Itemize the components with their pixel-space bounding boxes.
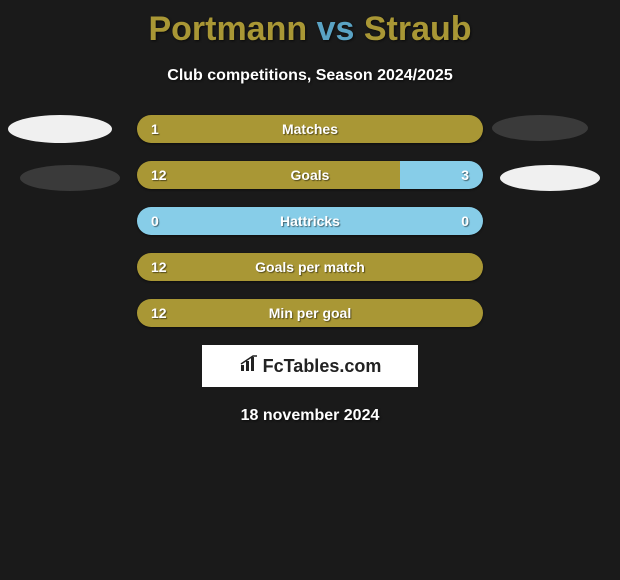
stat-right-value: 3 bbox=[461, 167, 469, 183]
bars-container: 1 Matches 12 Goals 3 0 Hattricks 0 12 Goals per m… bbox=[137, 115, 483, 327]
stat-right-value: 0 bbox=[461, 213, 469, 229]
stat-bar: 12 Min per goal bbox=[137, 299, 483, 327]
decorative-ellipse bbox=[500, 165, 600, 191]
stat-bar: 0 Hattricks 0 bbox=[137, 207, 483, 235]
subtitle: Club competitions, Season 2024/2025 bbox=[0, 67, 620, 85]
date-text: 18 november 2024 bbox=[0, 407, 620, 425]
decorative-ellipse bbox=[8, 115, 112, 143]
comparison-title: Portmann vs Straub bbox=[0, 0, 620, 49]
stat-label: Goals bbox=[291, 167, 330, 183]
stat-bar: 1 Matches bbox=[137, 115, 483, 143]
stat-bar-right bbox=[400, 161, 483, 189]
stat-bar-left bbox=[137, 161, 400, 189]
chart-icon bbox=[239, 355, 259, 378]
stat-label: Hattricks bbox=[280, 213, 340, 229]
stat-bar: 12 Goals per match bbox=[137, 253, 483, 281]
logo-text: FcTables.com bbox=[263, 356, 382, 377]
stat-bar: 12 Goals 3 bbox=[137, 161, 483, 189]
stat-label: Min per goal bbox=[269, 305, 351, 321]
stat-left-value: 12 bbox=[151, 259, 167, 275]
stat-label: Goals per match bbox=[255, 259, 365, 275]
player1-name: Portmann bbox=[148, 10, 307, 48]
stat-label: Matches bbox=[282, 121, 338, 137]
stat-left-value: 12 bbox=[151, 167, 167, 183]
chart-area: 1 Matches 12 Goals 3 0 Hattricks 0 12 Goals per m… bbox=[0, 115, 620, 327]
decorative-ellipse bbox=[492, 115, 588, 141]
decorative-ellipse bbox=[20, 165, 120, 191]
logo: FcTables.com bbox=[239, 355, 382, 378]
stat-left-value: 1 bbox=[151, 121, 159, 137]
vs-text: vs bbox=[317, 10, 355, 48]
stat-left-value: 12 bbox=[151, 305, 167, 321]
player2-name: Straub bbox=[364, 10, 472, 48]
logo-box: FcTables.com bbox=[202, 345, 418, 387]
stat-left-value: 0 bbox=[151, 213, 159, 229]
